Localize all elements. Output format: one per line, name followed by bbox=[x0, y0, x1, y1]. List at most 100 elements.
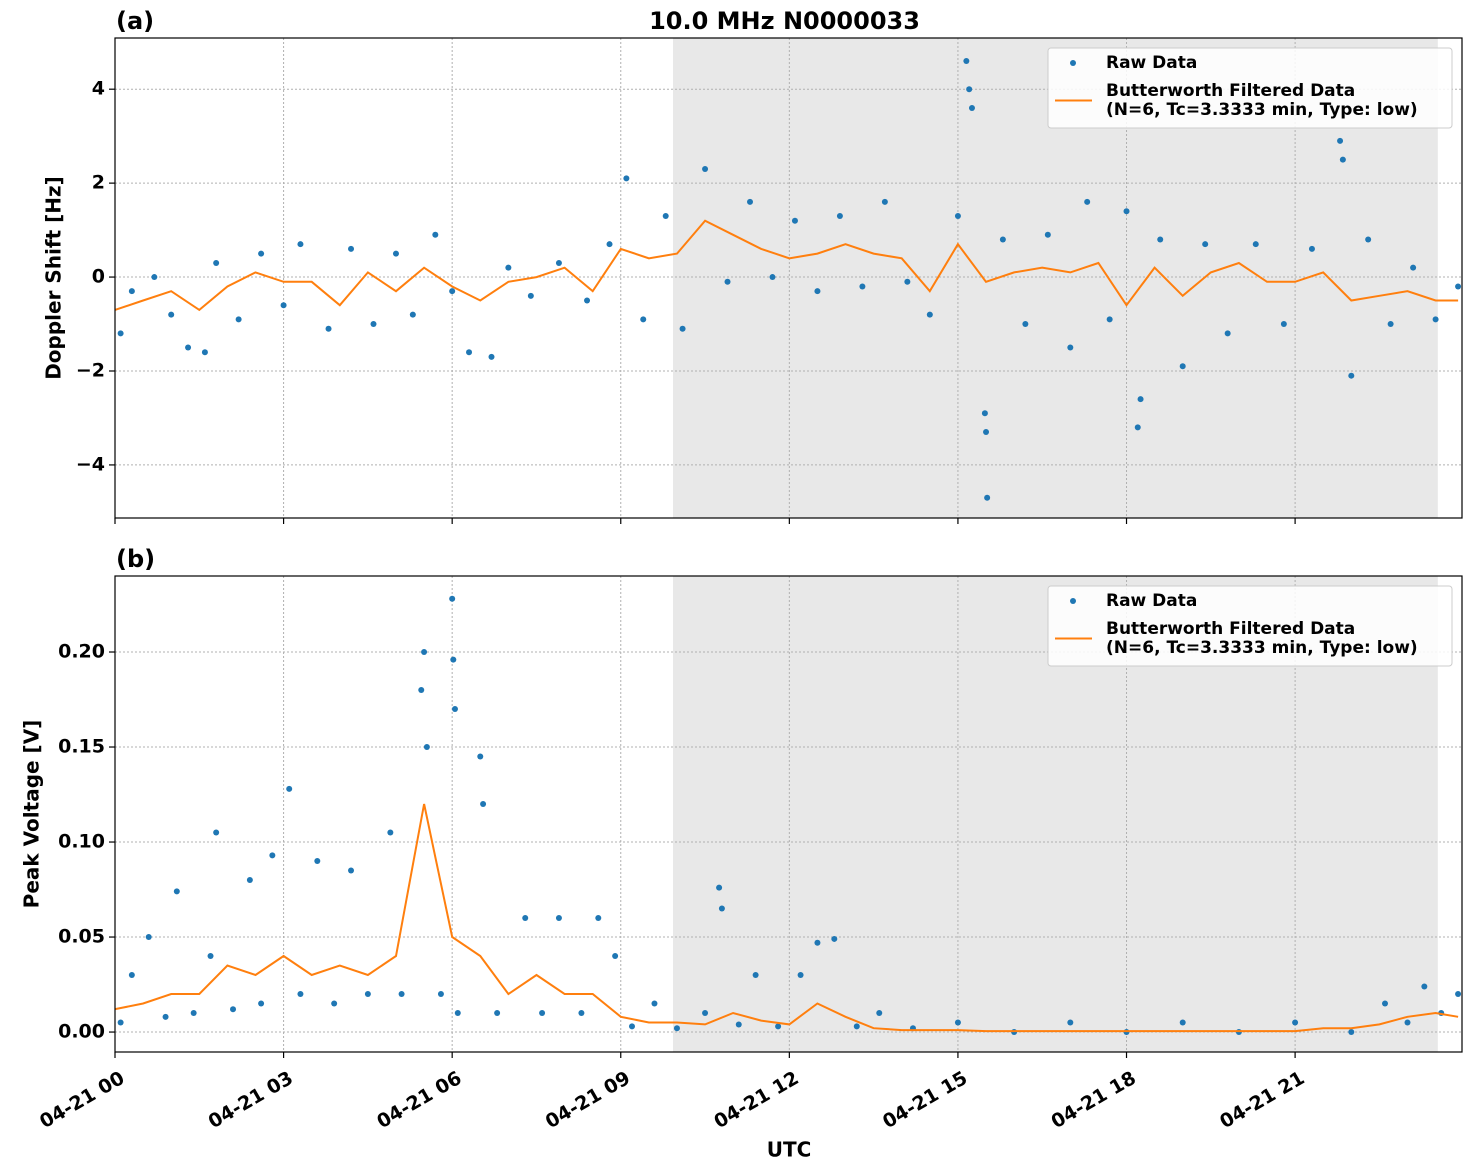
filtered-line bbox=[115, 219, 1459, 312]
x-tick-label: 04-21 09 bbox=[542, 1067, 634, 1133]
raw-point bbox=[981, 410, 988, 417]
raw-point bbox=[117, 330, 124, 337]
raw-point bbox=[718, 905, 725, 912]
raw-point bbox=[494, 1010, 501, 1017]
legend-marker bbox=[1070, 598, 1076, 604]
raw-point bbox=[269, 852, 276, 859]
raw-point bbox=[702, 1010, 709, 1017]
raw-point bbox=[791, 217, 798, 224]
raw-point bbox=[1202, 241, 1209, 248]
panel-label: (b) bbox=[116, 545, 155, 573]
raw-point bbox=[151, 274, 158, 281]
raw-point bbox=[1432, 316, 1439, 323]
raw-point bbox=[505, 264, 512, 271]
raw-point bbox=[640, 316, 647, 323]
raw-point bbox=[859, 283, 866, 290]
raw-point bbox=[578, 1010, 585, 1017]
raw-point bbox=[623, 175, 630, 182]
raw-point bbox=[968, 104, 975, 111]
x-axis-label: UTC bbox=[767, 1138, 812, 1162]
raw-point bbox=[814, 939, 821, 946]
raw-point bbox=[421, 649, 428, 656]
legend-label: (N=6, Tc=3.3333 min, Type: low) bbox=[1106, 638, 1418, 658]
raw-point bbox=[1382, 1000, 1389, 1007]
panel-label: (a) bbox=[116, 7, 154, 35]
x-tick-label: 04-21 18 bbox=[1048, 1067, 1140, 1133]
raw-point bbox=[522, 915, 529, 922]
x-tick-label: 04-21 06 bbox=[373, 1067, 465, 1133]
raw-point bbox=[702, 166, 709, 173]
x-tick-label: 04-21 12 bbox=[710, 1067, 802, 1133]
raw-point bbox=[584, 297, 591, 304]
raw-point bbox=[477, 753, 484, 760]
raw-point bbox=[904, 278, 911, 285]
y-tick-label: 0 bbox=[92, 266, 105, 288]
chart-title: 10.0 MHz N0000033 bbox=[649, 7, 920, 35]
raw-point bbox=[450, 656, 457, 663]
raw-point bbox=[1123, 208, 1130, 215]
raw-point bbox=[612, 953, 619, 960]
raw-point bbox=[128, 288, 135, 295]
raw-point bbox=[1339, 156, 1346, 163]
plot-area bbox=[115, 58, 1462, 501]
x-tick-label: 04-21 03 bbox=[205, 1067, 297, 1133]
y-axis-label: Doppler Shift [Hz] bbox=[42, 176, 66, 380]
y-tick-label: 0.00 bbox=[58, 1021, 105, 1043]
raw-point bbox=[1067, 1019, 1074, 1026]
raw-point bbox=[297, 241, 304, 248]
raw-point bbox=[628, 1023, 635, 1030]
raw-point bbox=[331, 1000, 338, 1007]
raw-point bbox=[963, 58, 970, 65]
raw-point bbox=[1410, 264, 1417, 271]
raw-point bbox=[853, 1023, 860, 1030]
axes-frame bbox=[114, 575, 1463, 1053]
raw-point bbox=[185, 344, 192, 351]
raw-point bbox=[836, 213, 843, 220]
y-tick-label: 0.10 bbox=[58, 831, 105, 853]
raw-point bbox=[348, 245, 355, 252]
raw-point bbox=[201, 349, 208, 356]
raw-point bbox=[814, 288, 821, 295]
raw-point bbox=[716, 884, 723, 891]
legend-box bbox=[1047, 585, 1453, 667]
raw-point bbox=[966, 86, 973, 93]
raw-point bbox=[735, 1021, 742, 1028]
raw-point bbox=[230, 1006, 237, 1013]
raw-point bbox=[454, 1010, 461, 1017]
raw-point bbox=[128, 972, 135, 979]
raw-point bbox=[954, 213, 961, 220]
raw-point bbox=[1421, 983, 1428, 990]
raw-point bbox=[488, 353, 495, 360]
raw-point bbox=[1337, 137, 1344, 144]
raw-point bbox=[392, 250, 399, 257]
raw-point bbox=[418, 687, 425, 694]
raw-point bbox=[451, 706, 458, 713]
raw-point bbox=[999, 236, 1006, 243]
raw-point bbox=[724, 278, 731, 285]
raw-point bbox=[449, 595, 456, 602]
raw-point bbox=[280, 302, 287, 309]
raw-point bbox=[1084, 198, 1091, 205]
raw-point bbox=[651, 1000, 658, 1007]
raw-point bbox=[555, 259, 562, 266]
raw-point bbox=[1106, 316, 1113, 323]
raw-point bbox=[876, 1010, 883, 1017]
legend-label: Raw Data bbox=[1106, 591, 1197, 611]
y-tick-label: 0.15 bbox=[58, 736, 105, 758]
raw-point bbox=[1067, 344, 1074, 351]
raw-point bbox=[539, 1010, 546, 1017]
raw-point bbox=[1308, 245, 1315, 252]
raw-point bbox=[145, 934, 152, 941]
raw-point bbox=[173, 888, 180, 895]
raw-point bbox=[235, 316, 242, 323]
y-tick-label: 0.20 bbox=[58, 641, 105, 663]
y-tick-label: 2 bbox=[92, 172, 105, 194]
raw-point bbox=[747, 198, 754, 205]
raw-point bbox=[348, 867, 355, 874]
x-tick-label: 04-21 00 bbox=[36, 1067, 128, 1133]
y-tick-label: 4 bbox=[92, 78, 105, 100]
raw-point bbox=[1137, 396, 1144, 403]
raw-point bbox=[662, 213, 669, 220]
raw-point bbox=[370, 321, 377, 328]
raw-point bbox=[881, 198, 888, 205]
